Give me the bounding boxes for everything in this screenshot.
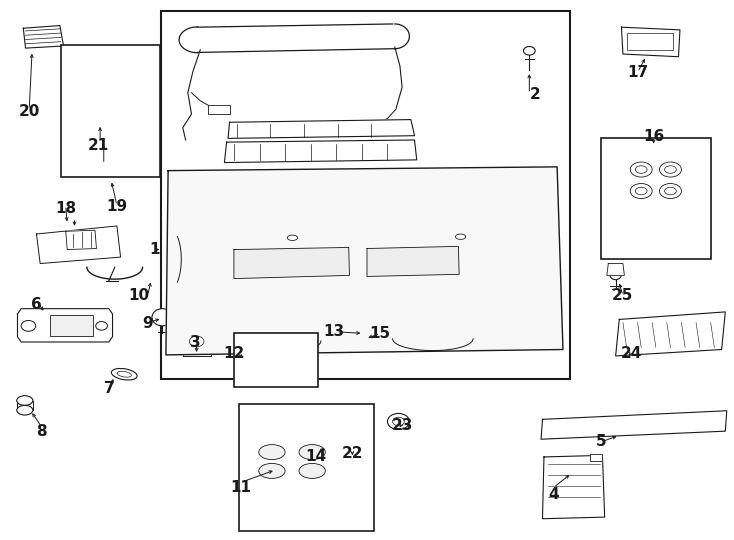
Bar [161, 11, 570, 379]
Text: 6: 6 [31, 298, 42, 313]
Ellipse shape [664, 166, 676, 173]
Polygon shape [166, 167, 563, 355]
Bar [601, 138, 711, 259]
Ellipse shape [248, 497, 274, 510]
Polygon shape [37, 226, 120, 264]
Text: 2: 2 [530, 87, 540, 102]
Ellipse shape [152, 309, 172, 326]
Ellipse shape [659, 184, 681, 199]
Ellipse shape [393, 417, 404, 426]
Text: 15: 15 [370, 326, 390, 341]
Ellipse shape [631, 215, 642, 224]
Ellipse shape [648, 215, 659, 224]
Ellipse shape [299, 444, 325, 460]
Bar [628, 32, 672, 50]
Bar [62, 45, 160, 177]
Ellipse shape [287, 235, 297, 240]
Polygon shape [360, 329, 398, 352]
Text: 17: 17 [627, 65, 648, 80]
Ellipse shape [664, 187, 676, 195]
Ellipse shape [636, 187, 647, 195]
Text: 4: 4 [548, 487, 559, 502]
Text: 21: 21 [87, 138, 109, 153]
Ellipse shape [631, 184, 653, 199]
Ellipse shape [112, 368, 137, 380]
Text: 20: 20 [18, 104, 40, 119]
Ellipse shape [636, 166, 647, 173]
Polygon shape [66, 230, 96, 249]
Polygon shape [542, 455, 605, 519]
Polygon shape [622, 27, 680, 57]
Text: 23: 23 [391, 418, 413, 433]
Ellipse shape [259, 463, 285, 478]
Text: 16: 16 [643, 129, 664, 144]
Text: 7: 7 [104, 381, 115, 396]
Ellipse shape [388, 414, 410, 429]
Text: 24: 24 [621, 346, 642, 361]
Ellipse shape [85, 83, 122, 96]
Polygon shape [367, 246, 459, 276]
Polygon shape [616, 312, 725, 356]
Polygon shape [243, 339, 310, 379]
Polygon shape [297, 442, 357, 470]
Ellipse shape [299, 463, 325, 478]
Ellipse shape [523, 46, 535, 55]
Text: 9: 9 [142, 316, 153, 331]
Ellipse shape [95, 322, 107, 330]
Polygon shape [18, 309, 112, 342]
Polygon shape [360, 328, 376, 339]
Polygon shape [625, 153, 681, 211]
Polygon shape [247, 411, 312, 431]
Ellipse shape [260, 346, 291, 373]
Ellipse shape [259, 444, 285, 460]
Text: 3: 3 [190, 335, 200, 350]
Polygon shape [590, 454, 603, 461]
Ellipse shape [631, 162, 653, 177]
Ellipse shape [659, 162, 681, 177]
Polygon shape [69, 54, 142, 75]
Text: 25: 25 [612, 288, 633, 303]
Text: 13: 13 [324, 325, 345, 339]
Polygon shape [208, 105, 230, 114]
Text: 1: 1 [150, 242, 160, 257]
Text: 22: 22 [341, 446, 363, 461]
Text: 11: 11 [230, 480, 252, 495]
Ellipse shape [284, 497, 310, 510]
Bar [51, 315, 92, 335]
Ellipse shape [21, 321, 36, 331]
Polygon shape [228, 119, 415, 138]
Polygon shape [225, 140, 417, 163]
Text: 5: 5 [596, 434, 606, 449]
Text: 10: 10 [128, 288, 150, 303]
Polygon shape [23, 25, 64, 48]
Ellipse shape [189, 336, 204, 347]
Text: 18: 18 [55, 201, 76, 215]
Text: 8: 8 [36, 424, 47, 438]
Ellipse shape [607, 177, 622, 190]
Ellipse shape [336, 442, 368, 455]
Ellipse shape [117, 372, 131, 377]
Ellipse shape [321, 497, 347, 510]
Ellipse shape [17, 396, 33, 406]
Ellipse shape [17, 406, 33, 415]
Text: 12: 12 [223, 346, 244, 361]
Ellipse shape [607, 152, 622, 165]
Ellipse shape [610, 269, 622, 280]
Bar [234, 333, 318, 387]
Polygon shape [234, 247, 349, 279]
Polygon shape [73, 100, 138, 124]
Polygon shape [541, 411, 727, 439]
Ellipse shape [456, 234, 465, 239]
Polygon shape [183, 333, 211, 356]
Polygon shape [607, 264, 625, 275]
Bar [239, 404, 374, 531]
Text: 19: 19 [106, 199, 128, 214]
Ellipse shape [666, 215, 678, 224]
Polygon shape [243, 437, 372, 489]
Text: 14: 14 [305, 449, 327, 464]
